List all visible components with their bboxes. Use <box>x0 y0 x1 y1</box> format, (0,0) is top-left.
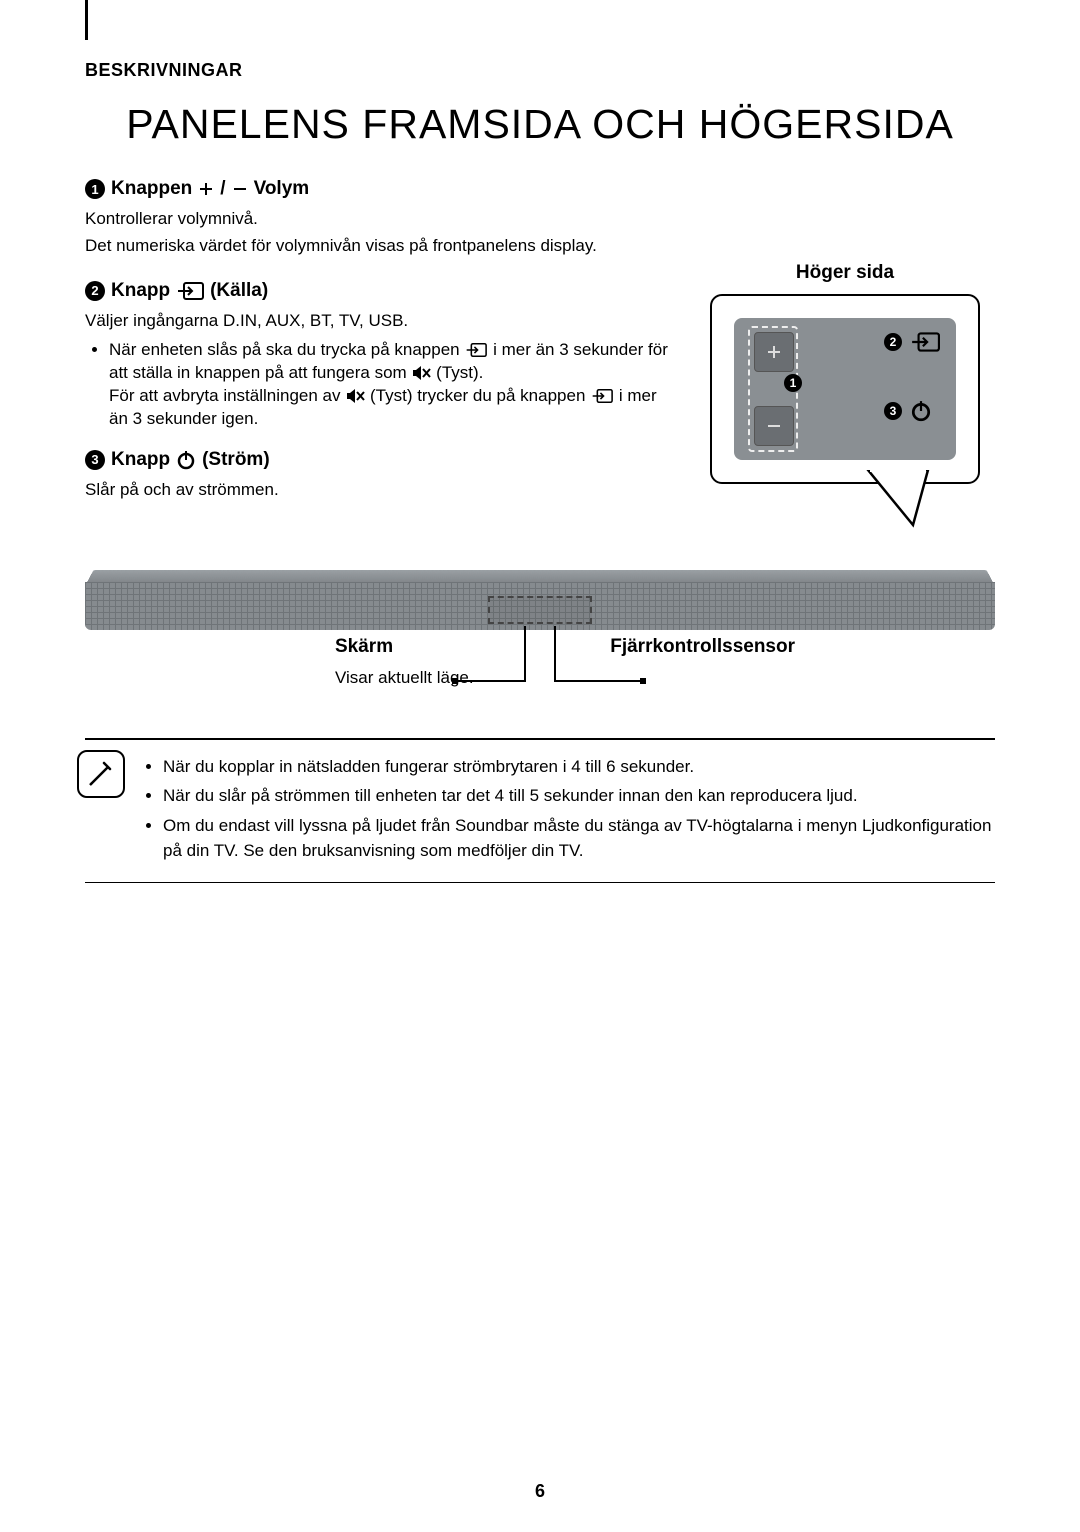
volume-up-button[interactable] <box>754 332 794 372</box>
source-icon <box>176 282 204 300</box>
right-side-label: Höger sida <box>695 262 995 284</box>
circle-num-2: 2 <box>85 281 105 301</box>
item2-prefix: Knapp <box>111 280 170 302</box>
circle-num-1: 1 <box>85 179 105 199</box>
screen-indicator <box>488 596 592 624</box>
notes-block: När du kopplar in nätsladden fungerar st… <box>85 738 995 883</box>
item2-bullets: När enheten slås på ska du trycka på kna… <box>85 339 675 431</box>
item3-suffix: (Ström) <box>202 449 270 471</box>
item3-prefix: Knapp <box>111 449 170 471</box>
source-icon-inline-2 <box>590 389 614 403</box>
plus-icon <box>198 181 214 197</box>
item1-line2: Det numeriska värdet för volymnivån visa… <box>85 235 605 258</box>
source-icon-panel <box>910 332 940 352</box>
panel-callout-2: 2 <box>884 333 902 351</box>
item1-line1: Kontrollerar volymnivå. <box>85 208 995 231</box>
minus-icon <box>232 181 248 197</box>
item1-suffix: Volym <box>254 178 310 200</box>
slash: / <box>220 178 225 200</box>
note-1: När du kopplar in nätsladden fungerar st… <box>163 754 995 780</box>
screen-label: Skärm <box>335 636 393 658</box>
item2-bullet-a: När enheten slås på ska du trycka på kna… <box>109 340 460 359</box>
note-2: När du slår på strömmen till enheten tar… <box>163 783 995 809</box>
power-icon-panel <box>910 400 932 422</box>
screen-desc: Visar aktuellt läge. <box>85 668 995 688</box>
item3-line1: Slår på och av strömmen. <box>85 479 675 502</box>
item2-line1: Väljer ingångarna D.IN, AUX, BT, TV, USB… <box>85 310 675 333</box>
item2-suffix: (Källa) <box>210 280 268 302</box>
item1-prefix: Knappen <box>111 178 192 200</box>
vertical-rule <box>85 0 88 40</box>
item2-bullet-c: (Tyst). <box>436 363 483 382</box>
item3-heading: 3 Knapp (Ström) <box>85 449 675 471</box>
power-icon <box>176 450 196 470</box>
page-title: PANELENS FRAMSIDA OCH HÖGERSIDA <box>85 101 995 148</box>
panel-illustration: 1 2 3 <box>710 294 980 484</box>
soundbar-illustration: Skärm Fjärrkontrollssensor Visar aktuell… <box>85 566 995 688</box>
volume-down-button[interactable] <box>754 406 794 446</box>
section-label: BESKRIVNINGAR <box>85 60 995 81</box>
panel-callout-1: 1 <box>784 374 802 392</box>
mute-icon-inline-1 <box>411 365 431 381</box>
item2-bullet-d: För att avbryta inställningen av <box>109 386 341 405</box>
callout-tail <box>858 470 938 530</box>
item2-heading: 2 Knapp (Källa) <box>85 280 675 302</box>
panel-callout-3: 3 <box>884 402 902 420</box>
item1-heading: 1 Knappen / Volym <box>85 178 995 200</box>
remote-sensor-label: Fjärrkontrollssensor <box>610 636 795 658</box>
note-icon <box>77 750 125 798</box>
mute-icon-inline-2 <box>345 388 365 404</box>
source-icon-inline-1 <box>464 343 488 357</box>
note-3: Om du endast vill lyssna på ljudet från … <box>163 813 995 864</box>
page-number: 6 <box>0 1481 1080 1502</box>
circle-num-3: 3 <box>85 450 105 470</box>
item2-bullet-e: (Tyst) trycker du på knappen <box>370 386 585 405</box>
